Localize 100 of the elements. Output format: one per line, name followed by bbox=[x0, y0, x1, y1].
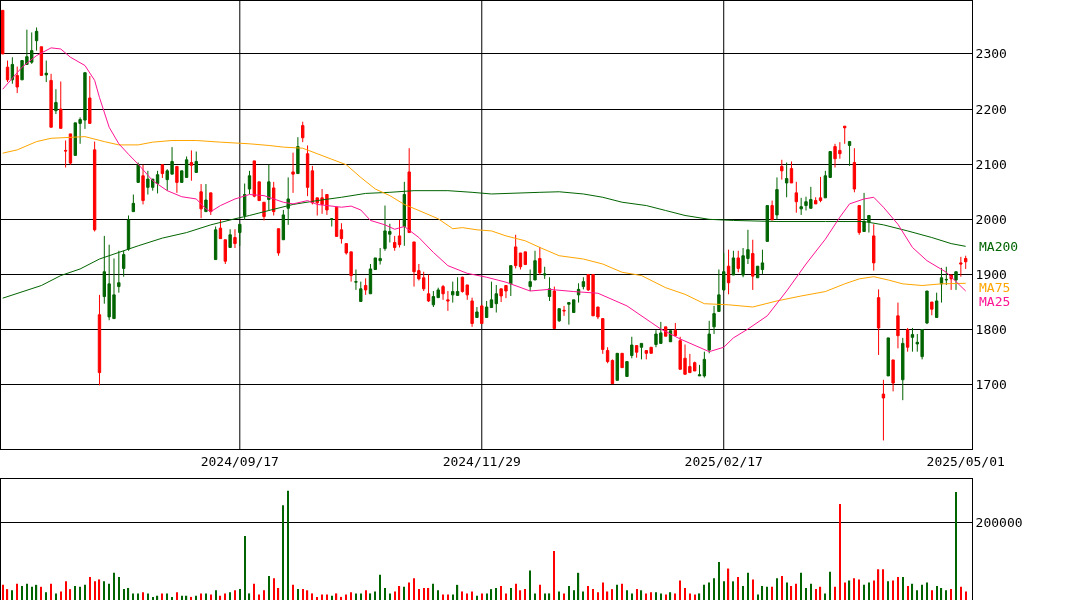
series-label: MA200 bbox=[979, 239, 1019, 254]
bar bbox=[466, 593, 468, 600]
bar bbox=[326, 594, 328, 600]
candlestick bbox=[843, 125, 847, 145]
bar bbox=[945, 590, 947, 600]
candlestick bbox=[5, 60, 10, 83]
candlestick bbox=[818, 176, 823, 203]
bar bbox=[597, 592, 599, 600]
candlestick bbox=[533, 250, 537, 281]
bar bbox=[723, 581, 725, 600]
candlestick bbox=[964, 255, 968, 270]
candlestick bbox=[905, 327, 910, 353]
bar bbox=[471, 591, 473, 600]
bar bbox=[858, 579, 860, 600]
candlestick bbox=[272, 181, 276, 216]
bar bbox=[442, 594, 444, 600]
candlestick bbox=[557, 308, 561, 323]
candlestick bbox=[160, 163, 165, 179]
bar bbox=[108, 583, 110, 600]
y-tick-label: 200000 bbox=[975, 514, 1023, 530]
candlestick bbox=[247, 170, 252, 195]
candlestick bbox=[407, 147, 411, 234]
bar bbox=[534, 593, 536, 600]
bar bbox=[6, 589, 9, 600]
candlestick bbox=[509, 265, 513, 297]
bar bbox=[306, 590, 309, 600]
bar bbox=[955, 492, 957, 600]
candlestick bbox=[141, 164, 145, 205]
bar bbox=[287, 490, 289, 600]
candlestick bbox=[717, 269, 721, 312]
bar bbox=[486, 593, 488, 600]
bar bbox=[79, 586, 81, 600]
bar bbox=[718, 561, 720, 600]
x-tick-label: 2024/11/29 bbox=[442, 453, 521, 469]
candlestick bbox=[15, 66, 19, 94]
bar bbox=[40, 586, 43, 600]
bar bbox=[384, 587, 386, 600]
bar bbox=[732, 581, 735, 600]
bar bbox=[931, 590, 933, 600]
candlestick bbox=[939, 267, 944, 304]
candlestick bbox=[92, 141, 97, 232]
y-tick-label: 1800 bbox=[975, 322, 1007, 338]
bar bbox=[60, 591, 62, 600]
bar bbox=[940, 587, 943, 600]
bar bbox=[234, 590, 236, 600]
x-tick-label: 2025/05/01 bbox=[926, 453, 1005, 469]
candlestick bbox=[451, 281, 455, 304]
bar bbox=[26, 583, 28, 600]
candlestick bbox=[359, 281, 363, 302]
candlestick bbox=[441, 284, 445, 301]
bar bbox=[369, 593, 372, 600]
bar bbox=[679, 580, 681, 600]
candlestick bbox=[218, 219, 223, 240]
candlestick bbox=[930, 301, 934, 316]
bar bbox=[727, 568, 730, 600]
bar bbox=[229, 592, 231, 600]
candlestick bbox=[209, 192, 213, 216]
bar bbox=[389, 593, 391, 600]
candlestick bbox=[121, 250, 126, 278]
candlestick bbox=[339, 222, 344, 245]
candlestick bbox=[470, 297, 474, 328]
bar bbox=[452, 594, 454, 600]
bar bbox=[950, 589, 952, 600]
bar bbox=[713, 578, 715, 600]
candlestick bbox=[934, 292, 939, 318]
bar bbox=[752, 579, 754, 600]
bar bbox=[631, 593, 633, 600]
series-label: MA25 bbox=[979, 294, 1011, 309]
bar bbox=[606, 591, 609, 600]
y-tick-label: 1900 bbox=[975, 267, 1007, 283]
x-tick-label: 2024/09/17 bbox=[200, 453, 279, 469]
candlestick bbox=[770, 200, 774, 221]
bar bbox=[379, 574, 381, 600]
bar bbox=[113, 572, 115, 600]
candlestick bbox=[876, 288, 881, 356]
bar bbox=[205, 593, 207, 600]
bar bbox=[316, 596, 318, 600]
candlestick bbox=[639, 342, 644, 360]
bar bbox=[776, 578, 778, 600]
bar bbox=[708, 582, 710, 600]
candlestick bbox=[223, 239, 227, 265]
bar bbox=[398, 586, 401, 600]
bar bbox=[253, 583, 255, 600]
bar bbox=[495, 587, 497, 600]
candlestick bbox=[397, 219, 402, 248]
bar bbox=[456, 584, 459, 600]
y-tick-label: 2300 bbox=[975, 46, 1007, 62]
bar bbox=[55, 593, 57, 600]
bar bbox=[123, 589, 125, 600]
candlestick bbox=[136, 162, 140, 183]
candlestick bbox=[291, 152, 295, 194]
bar bbox=[403, 586, 405, 600]
bar bbox=[548, 593, 551, 600]
bar bbox=[171, 596, 173, 600]
candlestick bbox=[726, 249, 731, 295]
candlestick bbox=[630, 336, 634, 359]
candlestick bbox=[126, 214, 131, 252]
candlestick bbox=[252, 160, 257, 198]
candlestick bbox=[784, 162, 789, 198]
bar bbox=[311, 593, 314, 600]
